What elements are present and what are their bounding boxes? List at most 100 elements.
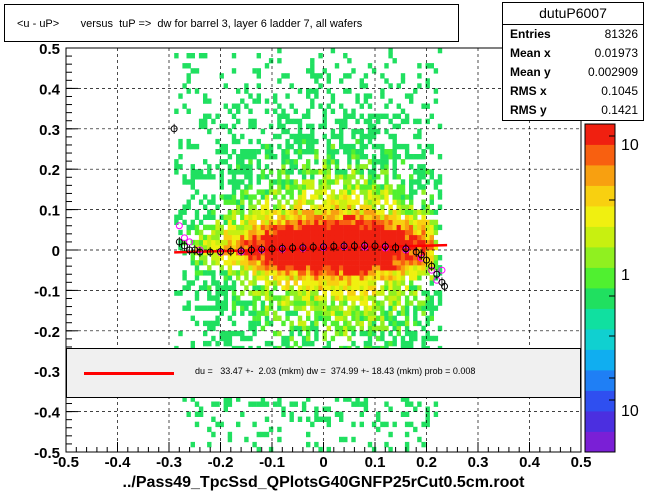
heatmap-cell (347, 204, 352, 210)
heatmap-cell (400, 78, 406, 84)
heatmap-cell (363, 204, 369, 210)
heatmap-cell (326, 224, 331, 231)
heatmap-cell (260, 224, 266, 231)
heatmap-cell (404, 204, 410, 210)
color-scale-swatch (585, 206, 615, 227)
heatmap-cell (367, 340, 373, 347)
heatmap-cell (190, 68, 195, 74)
heatmap-cell (367, 224, 373, 231)
heatmap-cell (339, 209, 344, 215)
heatmap-cell (306, 113, 311, 119)
heatmap-cell (363, 199, 369, 205)
heatmap-cell (417, 184, 422, 190)
heatmap-cell (322, 209, 327, 215)
heatmap-cell (306, 290, 311, 296)
heatmap-cell (351, 209, 356, 215)
heatmap-cell (421, 239, 426, 246)
heatmap-cell (190, 340, 195, 347)
heatmap-cell (256, 446, 261, 453)
heatmap-cell (268, 224, 274, 231)
heatmap-cell (400, 411, 406, 417)
heatmap-cell (359, 265, 364, 271)
heatmap-cell (388, 133, 393, 140)
heatmap-cell (384, 441, 389, 448)
heatmap-cell (310, 68, 315, 74)
heatmap-cell (388, 280, 393, 286)
heatmap-cell (223, 401, 228, 407)
heatmap-cell (310, 325, 315, 332)
heatmap-cell (326, 315, 331, 321)
heatmap-cell (227, 401, 233, 407)
heatmap-cell (363, 209, 369, 215)
heatmap-cell (409, 330, 414, 337)
heatmap-cell (219, 159, 224, 165)
heatmap-cell (248, 260, 253, 266)
heatmap-cell (293, 219, 298, 225)
heatmap-cell (400, 143, 406, 150)
heatmap-cell (256, 98, 261, 104)
heatmap-cell (248, 123, 253, 129)
heatmap-cell (347, 335, 352, 342)
heatmap-cell (396, 214, 401, 220)
heatmap-cell (392, 290, 397, 296)
heatmap-cell (409, 194, 414, 200)
heatmap-cell (409, 275, 414, 281)
heatmap-cell (388, 234, 393, 241)
heatmap-cell (215, 295, 220, 301)
heatmap-cell (334, 250, 340, 256)
heatmap-cell (318, 204, 323, 210)
heatmap-cell (371, 330, 377, 337)
heatmap-cell (371, 123, 377, 129)
heatmap-cell (215, 280, 220, 286)
heatmap-cell (363, 255, 369, 261)
profile-point-black (237, 247, 245, 255)
heatmap-cell (285, 275, 290, 281)
heatmap-cell (367, 229, 373, 236)
heatmap-cell (380, 204, 385, 210)
heatmap-cell (334, 290, 340, 296)
heatmap-cell (433, 244, 439, 251)
heatmap-cell (400, 335, 406, 342)
heatmap-cell (281, 300, 286, 306)
heatmap-cell (392, 325, 397, 332)
heatmap-cell (293, 199, 298, 205)
heatmap-cell (326, 280, 331, 286)
heatmap-cell (297, 320, 303, 327)
heatmap-cell (384, 295, 389, 301)
heatmap-cell (404, 411, 410, 417)
heatmap-cell (306, 179, 311, 185)
heatmap-cell (264, 265, 270, 271)
heatmap-cell (417, 128, 422, 135)
heatmap-cell (318, 169, 323, 175)
heatmap-cell (248, 224, 253, 231)
heatmap-cell (289, 401, 294, 407)
heatmap-cell (326, 310, 331, 316)
heatmap-cell (322, 416, 327, 422)
heatmap-cell (376, 174, 381, 180)
heatmap-cell (310, 209, 315, 215)
heatmap-cell (240, 149, 245, 155)
stats-value: 0.1045 (601, 84, 638, 98)
heatmap-cell (281, 255, 286, 261)
heatmap-cell (281, 149, 286, 155)
heatmap-cell (314, 255, 319, 261)
heatmap-cell (306, 68, 311, 74)
heatmap-cell (343, 239, 348, 246)
heatmap-cell (219, 149, 224, 155)
heatmap-cell (240, 199, 245, 205)
heatmap-cell (359, 174, 364, 180)
heatmap-cell (388, 224, 393, 231)
heatmap-cell (211, 174, 216, 180)
heatmap-cell (306, 330, 311, 337)
heatmap-cell (347, 275, 352, 281)
heatmap-cell (306, 164, 311, 170)
heatmap-cell (231, 199, 237, 205)
heatmap-cell (371, 68, 377, 74)
heatmap-cell (306, 133, 311, 140)
heatmap-cell (248, 290, 253, 296)
heatmap-cell (190, 184, 195, 190)
heatmap-cell (334, 219, 340, 225)
heatmap-cell (384, 255, 389, 261)
heatmap-cell (264, 219, 270, 225)
heatmap-cell (227, 128, 233, 135)
